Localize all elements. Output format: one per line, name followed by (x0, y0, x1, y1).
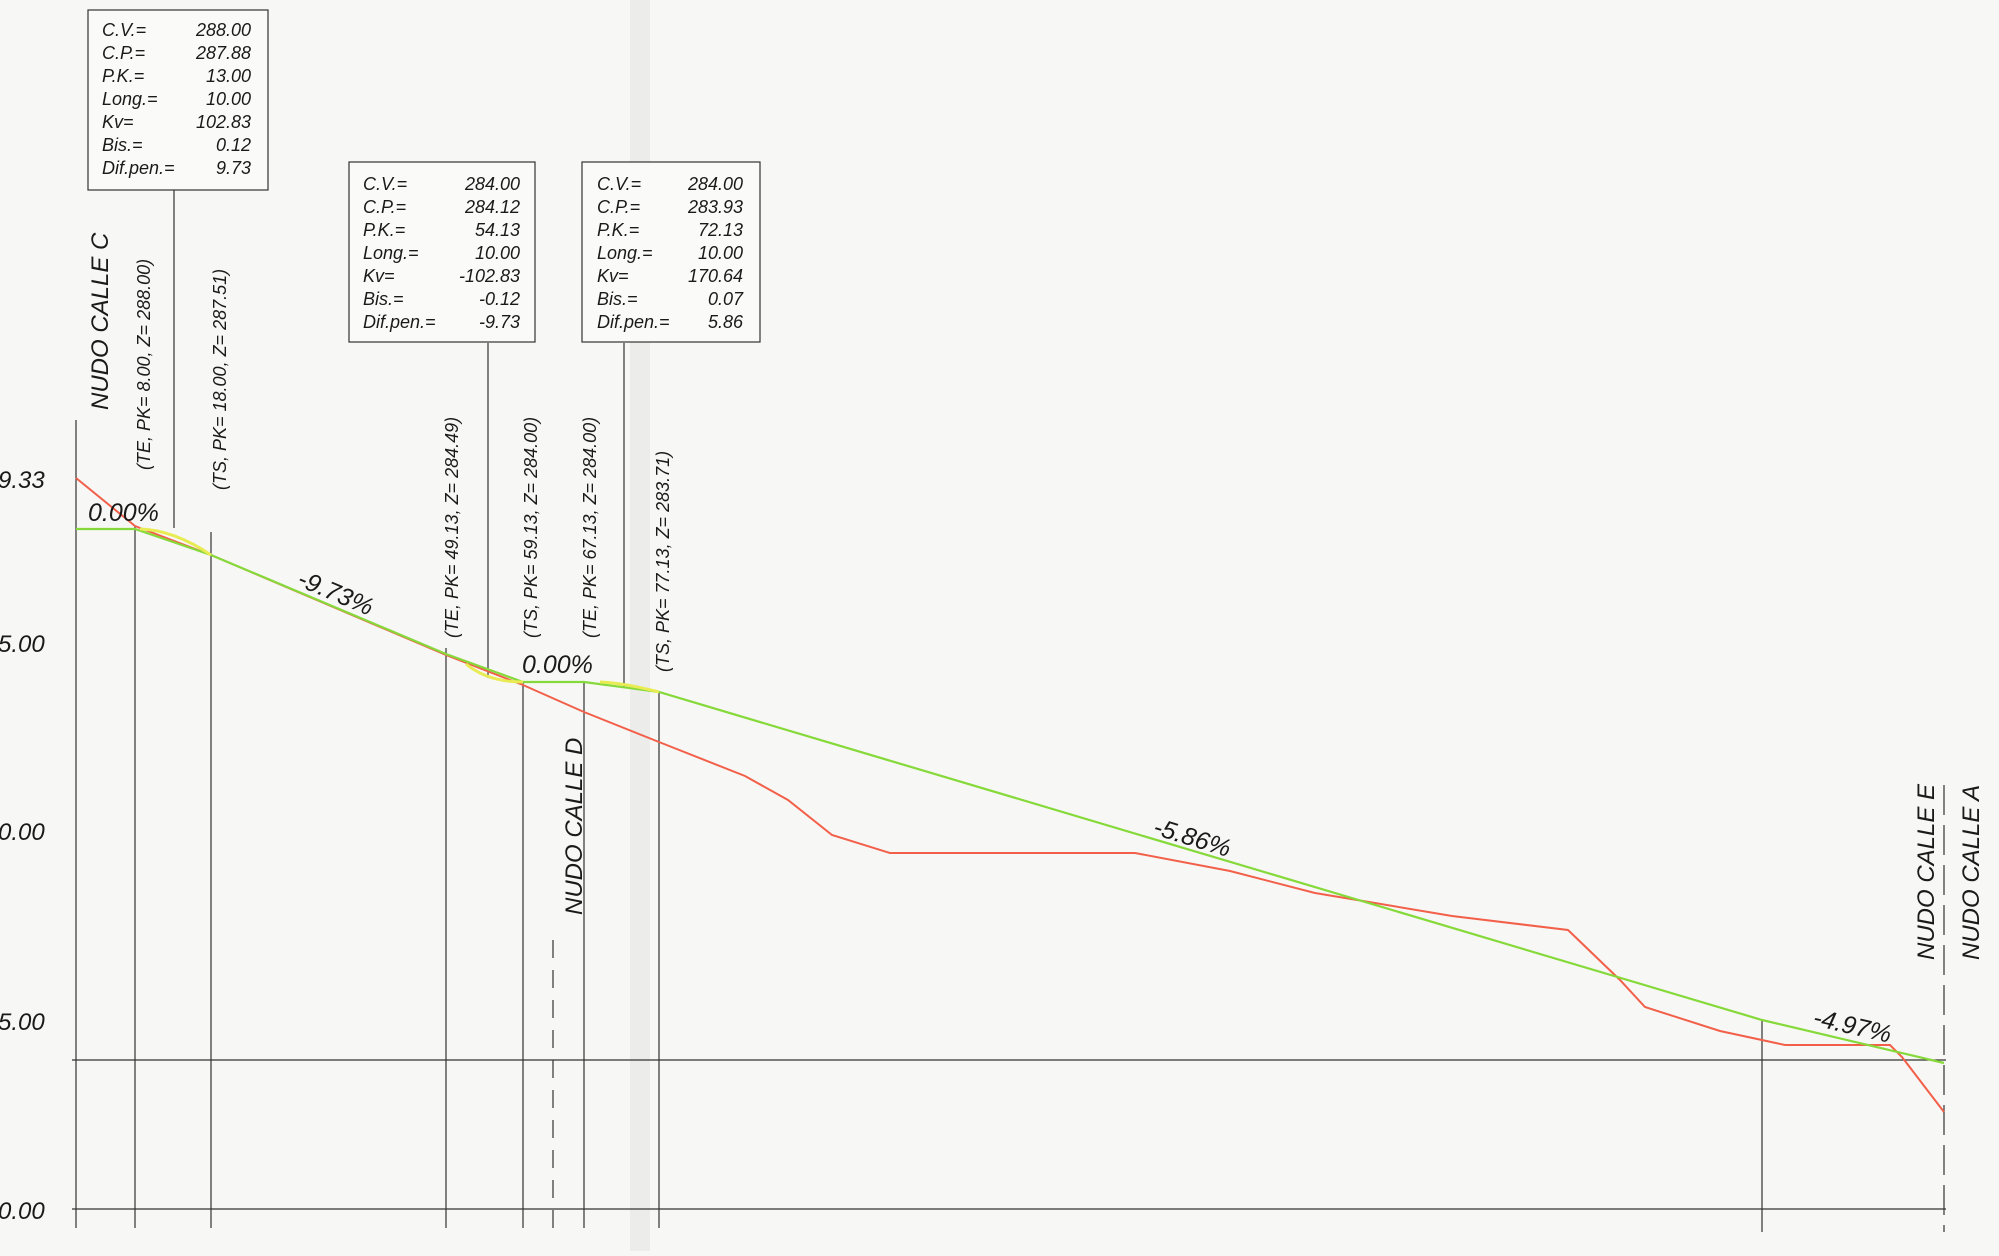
box-value: 13.00 (206, 66, 251, 86)
y-axis-label: 5.00 (0, 631, 45, 658)
box-key: Bis.= (102, 135, 143, 155)
grade-label: -9.73% (294, 565, 378, 622)
node-label: NUDO CALLE C (87, 232, 114, 410)
box-key: C.V.= (363, 174, 407, 194)
station-label: (TE, PK= 49.13, Z= 284.49) (442, 417, 462, 638)
box-key: Long.= (597, 243, 653, 263)
box-value: -102.83 (459, 266, 520, 286)
box-value: -0.12 (479, 289, 520, 309)
box-key: Dif.pen.= (597, 312, 670, 332)
box-key: C.P.= (597, 197, 640, 217)
box-key: Kv= (363, 266, 395, 286)
box-key: Dif.pen.= (102, 158, 175, 178)
box-key: P.K.= (102, 66, 144, 86)
curve-data-box: C.V.= 284.00 C.P.= 284.12 P.K.= 54.13 Lo… (348, 161, 536, 343)
box-value: 0.12 (216, 135, 251, 155)
box-value: 287.88 (195, 43, 251, 63)
grade-label: 0.00% (88, 499, 159, 527)
node-label: NUDO CALLE E (1913, 783, 1940, 960)
box-value: 10.00 (206, 89, 251, 109)
node-label: NUDO CALLE D (561, 738, 588, 915)
box-key: C.V.= (102, 20, 146, 40)
curve-data-box: C.V.= 288.00 C.P.= 287.88 P.K.= 13.00 Lo… (87, 9, 269, 191)
grade-label: 0.00% (522, 651, 593, 679)
curve-box-frame (348, 161, 536, 343)
box-key: P.K.= (597, 220, 639, 240)
station-label: (TS, PK= 18.00, Z= 287.51) (210, 269, 230, 490)
box-key: P.K.= (363, 220, 405, 240)
y-axis-label: 0.00 (0, 819, 45, 846)
box-value: 284.12 (464, 197, 520, 217)
vertical-curve-3 (599, 680, 660, 694)
box-value: 284.00 (687, 174, 743, 194)
grade-label: -5.86% (1150, 813, 1234, 863)
y-axis-label: 0.00 (0, 1198, 45, 1225)
box-value: 288.00 (195, 20, 251, 40)
terrain-line (75, 477, 1945, 1113)
box-value: 284.00 (464, 174, 520, 194)
box-value: 102.83 (196, 112, 251, 132)
box-key: Kv= (597, 266, 629, 286)
vertical-curve-2 (465, 662, 524, 684)
box-value: 170.64 (688, 266, 743, 286)
box-key: C.P.= (363, 197, 406, 217)
vertical-curve-1 (139, 527, 212, 557)
box-key: Long.= (102, 89, 158, 109)
box-value: 10.00 (475, 243, 520, 263)
box-value: 283.93 (687, 197, 743, 217)
curve-data-box: C.V.= 284.00 C.P.= 283.93 P.K.= 72.13 Lo… (581, 161, 761, 343)
station-label: (TE, PK= 67.13, Z= 284.00) (580, 417, 600, 638)
box-key: C.V.= (597, 174, 641, 194)
station-label: (TS, PK= 59.13, Z= 284.00) (521, 417, 541, 638)
box-key: Kv= (102, 112, 134, 132)
box-value: 72.13 (698, 220, 743, 240)
box-key: C.P.= (102, 43, 145, 63)
y-axis-label: 9.33 (0, 467, 45, 494)
node-label: NUDO CALLE A (1958, 785, 1985, 960)
station-label: (TS, PK= 77.13, Z= 283.71) (653, 451, 673, 672)
station-label: (TE, PK= 8.00, Z= 288.00) (134, 259, 154, 470)
box-value: 9.73 (216, 158, 251, 178)
curve-box-frame (87, 9, 269, 191)
box-value: -9.73 (479, 312, 520, 332)
y-axis-label: 5.00 (0, 1009, 45, 1036)
box-value: 0.07 (708, 289, 744, 309)
box-value: 54.13 (475, 220, 520, 240)
box-key: Dif.pen.= (363, 312, 436, 332)
curve-box-frame (581, 161, 761, 343)
box-value: 5.86 (708, 312, 744, 332)
box-value: 10.00 (698, 243, 743, 263)
box-key: Bis.= (597, 289, 638, 309)
box-key: Long.= (363, 243, 419, 263)
box-key: Bis.= (363, 289, 404, 309)
